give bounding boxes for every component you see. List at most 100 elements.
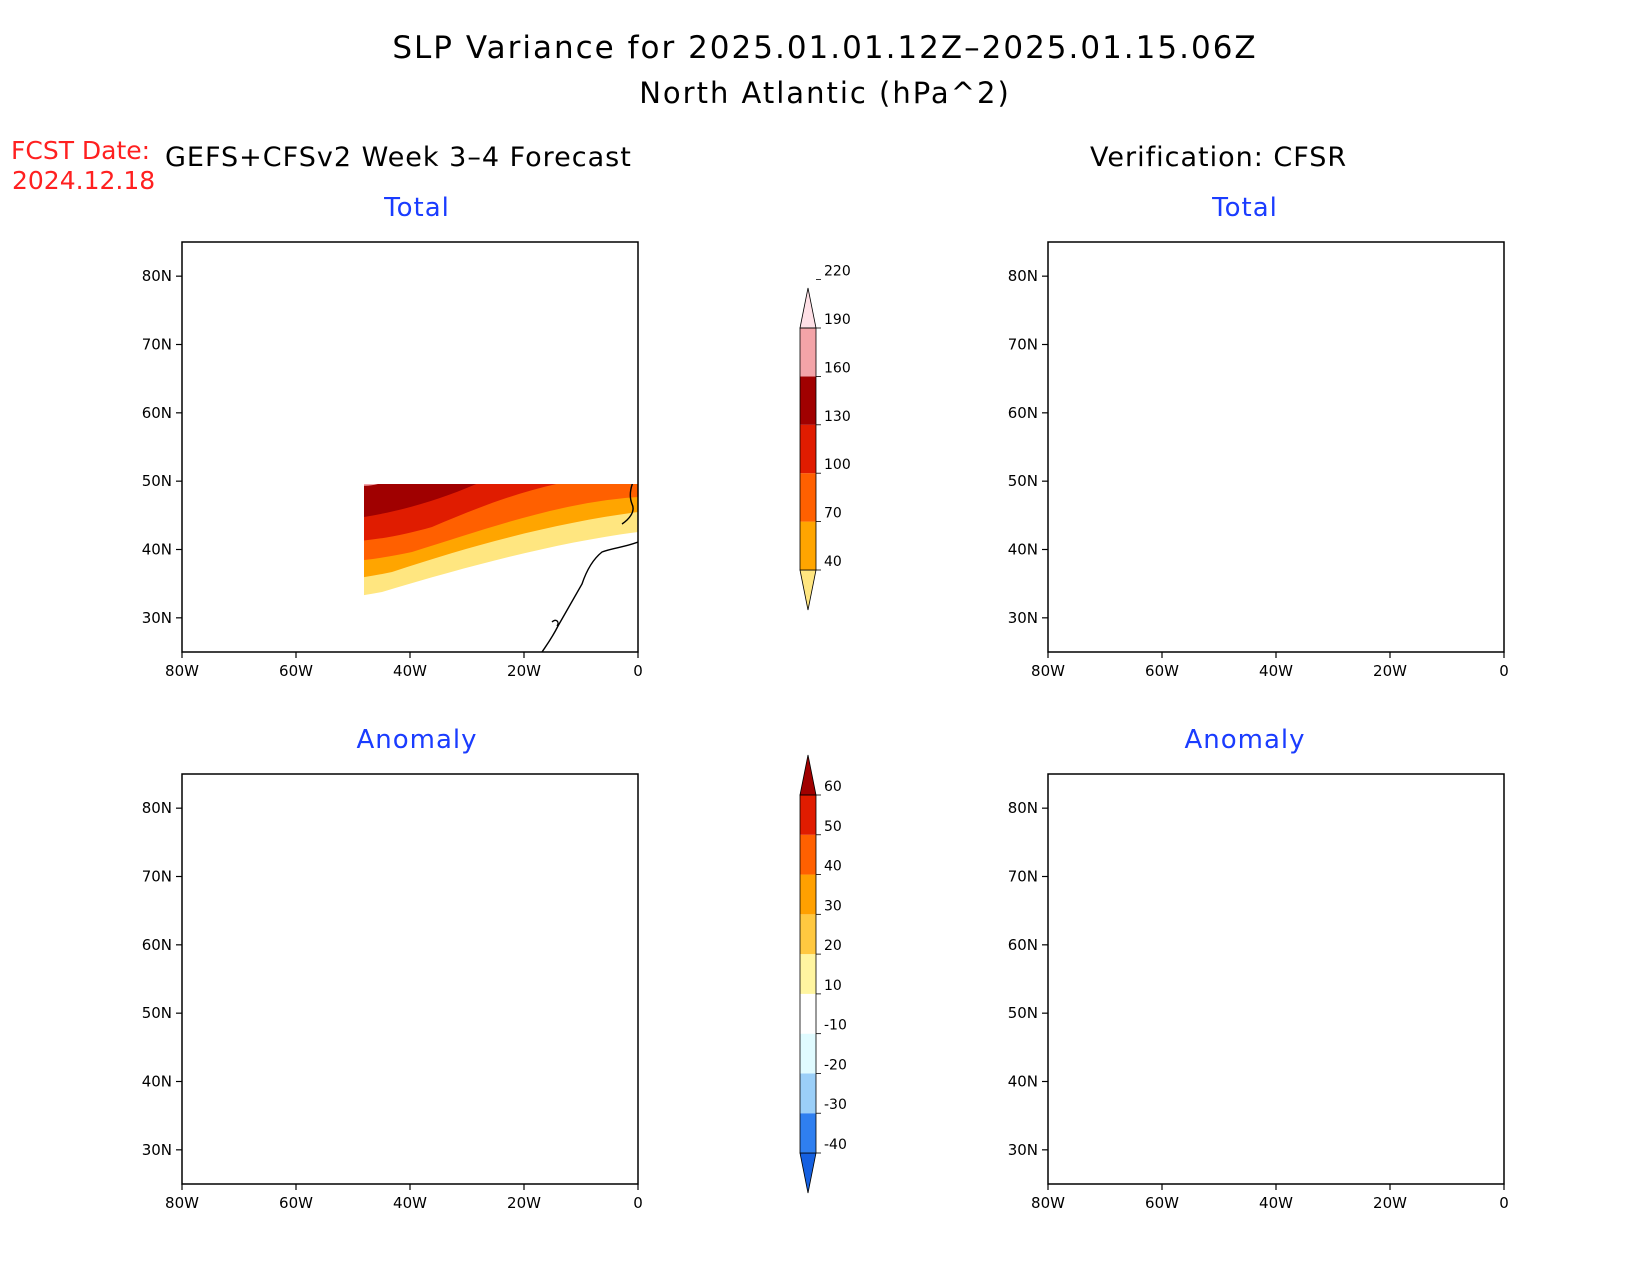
forecast-total-lon-label: 20W: [507, 662, 541, 680]
cbar-anom-outline: [799, 794, 817, 1154]
cbar-total-label: 190: [824, 312, 851, 328]
verification-anomaly-lat-label: 30N: [1008, 1141, 1038, 1159]
cbar-anom-segment: [800, 834, 816, 875]
cbar-anom-segment: [800, 914, 816, 955]
cbar-anom-label: 20: [824, 938, 842, 954]
verification-anomaly-lat-label: 80N: [1008, 799, 1038, 817]
verification-anomaly-lon-label: 40W: [1259, 1194, 1293, 1212]
cbar-anom-segment: [800, 874, 816, 915]
figure-subtitle: North Atlantic (hPa^2): [639, 76, 1011, 110]
verification-total-lon-label: 0: [1499, 662, 1509, 680]
cbar-anom-label: 50: [824, 819, 842, 835]
forecast-anomaly-lon-label: 60W: [279, 1194, 313, 1212]
cbar-total-outline: [799, 327, 817, 571]
forecast-total-lon-label: 60W: [279, 662, 313, 680]
forecast-total-title: Total: [384, 193, 450, 223]
forecast-total-lat-label: 30N: [142, 609, 172, 627]
cbar-total-label: 100: [824, 457, 851, 473]
colorbar-total: 40 70 100 130 160 190 220: [799, 264, 851, 611]
verification-total-map: [1048, 242, 1504, 652]
verification-anomaly-lon-label: 80W: [1031, 1194, 1065, 1212]
cbar-anom-label: -10: [824, 1018, 847, 1034]
forecast-total-map: [364, 484, 639, 653]
verification-anomaly-lat-label: 40N: [1008, 1073, 1038, 1091]
verification-anomaly-map: [1048, 774, 1504, 1184]
verification-total-title: Total: [1212, 193, 1278, 223]
cbar-total-segment: [800, 521, 816, 570]
verification-anomaly-frame: [1047, 773, 1505, 1185]
forecast-total-lat-label: 50N: [142, 472, 172, 490]
cbar-anom-label: 30: [824, 898, 842, 914]
verification-total-lat-label: 30N: [1008, 609, 1038, 627]
verification-anomaly-lat-label: 70N: [1008, 868, 1038, 886]
cbar-total-end-high: [799, 287, 817, 329]
cbar-total-segment: [800, 424, 816, 474]
verification-total-lon-label: 80W: [1031, 662, 1065, 680]
forecast-anomaly-lat-label: 40N: [142, 1073, 172, 1091]
forecast-anomaly-lon-label: 0: [633, 1194, 643, 1212]
verification-total-lat-label: 40N: [1008, 541, 1038, 559]
verification-anomaly-lat-label: 60N: [1008, 936, 1038, 954]
verification-total-frame: [1047, 241, 1505, 653]
cbar-anom-segment: [800, 993, 816, 1034]
cbar-anom-segment: [800, 954, 816, 994]
cbar-anom-label: 10: [824, 978, 842, 994]
cbar-anom-end-high: [799, 754, 817, 796]
verification-anomaly-title: Anomaly: [1184, 725, 1306, 755]
forecast-total-lat-label: 70N: [142, 336, 172, 354]
verification-total-lat-label: 80N: [1008, 267, 1038, 285]
forecast-anomaly-frame: [181, 773, 639, 1185]
cbar-anom-label: 60: [824, 779, 842, 795]
axes-layer: 80N 70N 60N 50N 40N 30N 80W 60W 40W 20W 0 80N 70N 60N…: [142, 267, 1509, 1212]
cbar-total-label: 40: [824, 554, 842, 570]
fcst-date-label: FCST Date:: [11, 136, 151, 165]
forecast-total-lat-label: 80N: [142, 267, 172, 285]
forecast-anomaly-lon-label: 40W: [393, 1194, 427, 1212]
forecast-anomaly-lat-label: 70N: [142, 868, 172, 886]
cbar-anom-end-low: [799, 1152, 817, 1194]
cbar-anom-label: -20: [824, 1057, 847, 1073]
cbar-total-segment: [800, 376, 816, 425]
cbar-anom-label: -30: [824, 1097, 847, 1113]
forecast-anomaly-map: [182, 774, 638, 1184]
forecast-anomaly-lat-label: 50N: [142, 1004, 172, 1022]
cbar-total-label: 130: [824, 409, 851, 425]
forecast-total-lat-label: 60N: [142, 404, 172, 422]
forecast-anomaly-lon-label: 80W: [165, 1194, 199, 1212]
cbar-anom-label: -40: [824, 1137, 847, 1153]
colorbar-anomaly: -40 -30 -20 -10 10 20 30 40 50 60: [799, 754, 847, 1194]
cbar-total-end-low: [799, 569, 817, 611]
verification-anomaly-lon-label: 0: [1499, 1194, 1509, 1212]
forecast-anomaly-lat-label: 80N: [142, 799, 172, 817]
cbar-total-segment: [800, 473, 816, 522]
cbar-anom-segment: [800, 1073, 816, 1114]
forecast-anomaly-title: Anomaly: [356, 725, 478, 755]
verification-anomaly-lon-label: 20W: [1373, 1194, 1407, 1212]
forecast-anomaly-lon-label: 20W: [507, 1194, 541, 1212]
verification-total-lat-label: 70N: [1008, 336, 1038, 354]
cbar-anom-label: 40: [824, 859, 842, 875]
cbar-total-segment: [800, 328, 816, 377]
cbar-total-label: 160: [824, 360, 851, 376]
forecast-anomaly-lat-label: 60N: [142, 936, 172, 954]
verification-column-title: Verification: CFSR: [1090, 142, 1348, 173]
forecast-total-lat-label: 40N: [142, 541, 172, 559]
forecast-column-title: GEFS+CFSv2 Week 3–4 Forecast: [165, 142, 632, 173]
cbar-anom-segment: [800, 795, 816, 835]
forecast-total-lon-label: 40W: [393, 662, 427, 680]
cbar-anom-segment: [800, 1113, 816, 1153]
verification-anomaly-lat-label: 50N: [1008, 1004, 1038, 1022]
figure-title: SLP Variance for 2025.01.01.12Z–2025.01.…: [392, 30, 1258, 66]
verification-anomaly-lon-label: 60W: [1145, 1194, 1179, 1212]
forecast-total-lon-label: 0: [633, 662, 643, 680]
verification-total-lat-label: 50N: [1008, 472, 1038, 490]
verification-total-lat-label: 60N: [1008, 404, 1038, 422]
verification-total-lon-label: 40W: [1259, 662, 1293, 680]
cbar-anom-segment: [800, 1033, 816, 1074]
fcst-date-value: 2024.12.18: [12, 166, 156, 195]
cbar-total-label: 220: [824, 264, 851, 280]
forecast-total-lon-label: 80W: [165, 662, 199, 680]
verification-total-lon-label: 20W: [1373, 662, 1407, 680]
verification-total-lon-label: 60W: [1145, 662, 1179, 680]
